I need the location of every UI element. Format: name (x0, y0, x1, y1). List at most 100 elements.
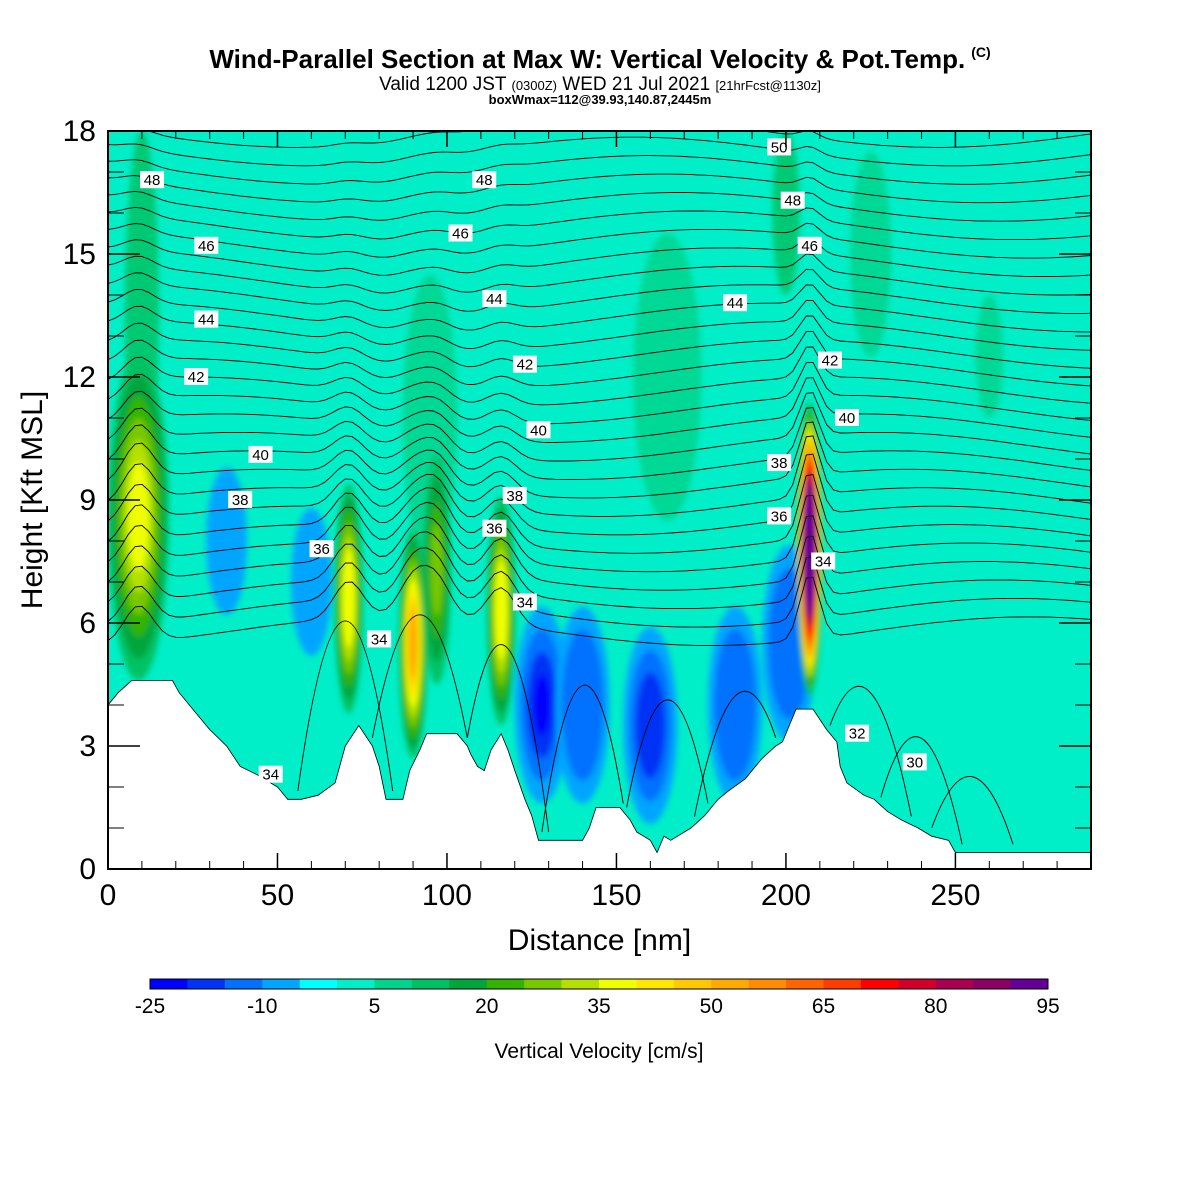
theta-label-bg (502, 486, 527, 504)
colorbar-swatch (748, 979, 787, 989)
theta-label: 44 (486, 291, 503, 308)
colorbar-swatch (262, 979, 301, 989)
colorbar-swatch (337, 979, 375, 989)
downdraft-core (635, 672, 665, 779)
y-tick-label: 15 (63, 238, 96, 271)
theta-label: 40 (839, 410, 856, 427)
weak-updraft-band (850, 151, 892, 357)
updraft-core (128, 461, 149, 572)
theta-isentrope (108, 453, 1091, 536)
theta-isentrope (108, 315, 1091, 369)
theta-isentrope (541, 684, 624, 833)
theta-label: 38 (771, 455, 788, 472)
theta-label: 44 (198, 312, 215, 329)
colorbar-swatch (935, 979, 974, 989)
y-tick-label: 3 (79, 730, 96, 763)
theta-label: 48 (144, 172, 161, 189)
chart-subtitle: Valid 1200 JST (0300Z) WED 21 Jul 2021 [… (0, 74, 1200, 96)
colorbar-swatch (599, 979, 637, 989)
theta-isentrope (108, 155, 1091, 185)
theta-isentrope (108, 190, 1091, 222)
theta-isentrope (626, 699, 709, 808)
theta-label-bg (258, 765, 283, 783)
theta-label: 48 (476, 172, 493, 189)
theta-label: 42 (822, 353, 839, 370)
theta-label: 36 (486, 521, 503, 538)
updraft-core (806, 509, 814, 589)
theta-isentrope (466, 644, 550, 833)
theta-isentrope (829, 685, 912, 817)
theta-isentrope (108, 268, 1091, 314)
colorbar-swatch (187, 979, 226, 989)
theta-label-bg (834, 409, 859, 426)
downdraft-core (533, 674, 551, 736)
theta-isentrope (108, 564, 1091, 646)
theta-label-bg (723, 294, 748, 312)
theta-label: 50 (771, 139, 788, 156)
subtitle-valid: Valid 1200 JST (379, 74, 507, 95)
colorbar-frame (149, 978, 1049, 990)
theta-label-bg (767, 138, 792, 156)
theta-isentrope (108, 284, 1091, 333)
theta-isentrope (880, 736, 963, 845)
theta-label: 42 (517, 357, 534, 374)
theta-isentrope (108, 222, 1091, 259)
colorbar-tick-label: 50 (700, 995, 723, 1018)
chart-title: Wind-Parallel Section at Max W: Vertical… (0, 44, 1200, 75)
theta-isentrope (108, 421, 1091, 499)
colorbar-swatch (150, 979, 188, 989)
y-tick-label: 18 (63, 115, 96, 148)
theta-label: 34 (517, 595, 534, 612)
colorbar-tick-label: 80 (924, 995, 947, 1018)
weak-updraft-band (772, 131, 800, 295)
theta-label-bg (767, 507, 792, 525)
theta-label: 34 (815, 554, 832, 571)
theta-label-bg (194, 236, 219, 254)
colorbar-swatch (299, 979, 338, 989)
theta-label: 38 (506, 488, 523, 505)
colorbar-tick-label: -25 (135, 995, 165, 1018)
colorbar-swatch (898, 979, 937, 989)
colorbar-swatch (636, 979, 675, 989)
theta-label-bg (482, 290, 507, 308)
y-tick-label: 0 (79, 853, 96, 886)
theta-label-bg (902, 753, 927, 771)
theta-isentrope (108, 253, 1091, 296)
theta-label: 38 (232, 492, 249, 509)
colorbar-label: Vertical Velocity [cm/s] (495, 1040, 704, 1063)
terrain-mask (108, 680, 1091, 869)
colorbar-swatch (1010, 979, 1049, 989)
theta-isentrope (108, 494, 1091, 573)
colorbar-tick-label: 95 (1036, 995, 1059, 1018)
colorbar-swatch (524, 979, 563, 989)
colorbar-swatch (411, 979, 450, 989)
theta-label: 30 (906, 754, 923, 771)
theta-label: 46 (801, 238, 818, 255)
downdraft-core (714, 629, 756, 781)
theta-isentrope (108, 299, 1091, 351)
theta-isentrope (371, 614, 468, 738)
theta-isentrope (108, 361, 1091, 425)
theta-label-bg (845, 724, 870, 742)
colorbar-swatch (786, 979, 824, 989)
colorbar-swatch (860, 979, 899, 989)
theta-label: 40 (252, 447, 269, 464)
theta-label: 44 (727, 295, 744, 312)
theta-isentrope (108, 392, 1091, 462)
x-tick-label: 50 (261, 879, 294, 912)
theta-label: 32 (849, 726, 866, 743)
theta-label-bg (367, 630, 392, 648)
x-tick-label: 100 (422, 879, 472, 912)
theta-isentrope (108, 377, 1091, 443)
theta-isentrope (108, 173, 1091, 204)
theta-label: 34 (262, 767, 279, 784)
chart-subtitle-box: boxWmax=112@39.93,140.87,2445m (488, 92, 712, 107)
theta-label: 42 (188, 369, 205, 386)
colorbar-swatch (374, 979, 413, 989)
updraft-core (408, 610, 418, 677)
colorbar-swatch (711, 979, 750, 989)
colorbar-tick-label: 65 (812, 995, 835, 1018)
y-tick-label: 6 (79, 607, 96, 640)
updraft-core (496, 574, 506, 647)
